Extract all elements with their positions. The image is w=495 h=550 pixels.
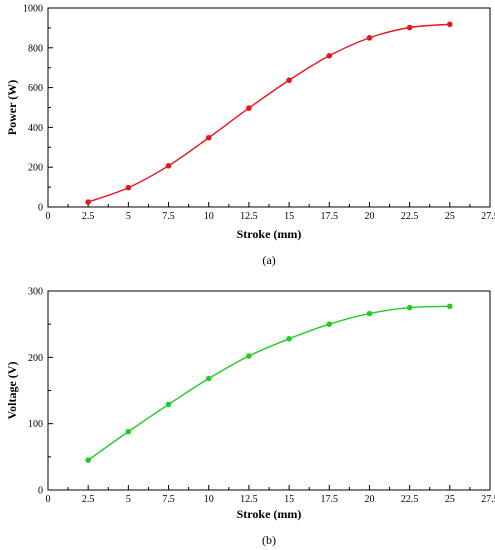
data-point bbox=[326, 321, 333, 327]
x-tick-label: 2.5 bbox=[82, 494, 95, 505]
series-line bbox=[87, 305, 450, 461]
y-tick-label: 0 bbox=[38, 203, 43, 214]
data-point bbox=[205, 375, 212, 382]
data-point bbox=[246, 105, 252, 111]
y-tick-label: 300 bbox=[28, 287, 43, 298]
voltage-chart: 0 2.5 5 7.5 10 12.5 15 17.5 20 22.5 25 27.5 0 100 200 3… bbox=[5, 287, 495, 548]
data-point bbox=[286, 77, 292, 84]
data-point bbox=[85, 457, 91, 463]
x-tick-label: 12.5 bbox=[240, 494, 258, 505]
data-point bbox=[286, 335, 292, 342]
figure-caption: (a) bbox=[262, 253, 275, 267]
plot-frame bbox=[47, 7, 491, 208]
y-tick-label: 1000 bbox=[23, 4, 43, 15]
y-tick-label: 0 bbox=[38, 486, 43, 497]
data-point bbox=[85, 199, 91, 205]
x-tick-label: 20 bbox=[364, 211, 374, 222]
x-tick-label: 0 bbox=[46, 494, 51, 505]
x-tick-label: 17.5 bbox=[321, 211, 339, 222]
y-tick-label: 200 bbox=[28, 163, 43, 174]
data-point bbox=[125, 428, 132, 435]
y-tick-label: 100 bbox=[28, 419, 43, 430]
data-point bbox=[205, 134, 212, 141]
figure-caption: (b) bbox=[262, 533, 276, 547]
data-point bbox=[165, 163, 172, 169]
y-axis-label: Power (W) bbox=[5, 80, 19, 135]
y-tick-label: 200 bbox=[28, 353, 43, 364]
x-tick-label: 27.5 bbox=[481, 211, 495, 222]
x-tick-label: 5 bbox=[126, 211, 131, 222]
x-tick-label: 20 bbox=[364, 494, 374, 505]
plot-frame bbox=[47, 290, 491, 491]
data-point bbox=[447, 21, 453, 28]
y-axis-label: Voltage (V) bbox=[5, 362, 19, 420]
x-tick-label: 27.5 bbox=[481, 494, 495, 505]
x-axis-label: Stroke (mm) bbox=[237, 507, 302, 521]
x-tick-label: 22.5 bbox=[401, 211, 419, 222]
x-tick-label: 10 bbox=[204, 494, 214, 505]
x-tick-label: 2.5 bbox=[82, 211, 95, 222]
data-point bbox=[165, 401, 172, 408]
x-tick-label: 22.5 bbox=[401, 494, 419, 505]
x-tick-label: 17.5 bbox=[321, 494, 339, 505]
x-tick-label: 25 bbox=[445, 494, 455, 505]
data-point bbox=[366, 310, 373, 317]
x-tick-label: 25 bbox=[445, 211, 455, 222]
data-point bbox=[406, 304, 413, 311]
x-tick-label: 7.5 bbox=[162, 211, 175, 222]
y-tick-label: 600 bbox=[28, 83, 43, 94]
data-point bbox=[447, 303, 453, 310]
data-point bbox=[125, 184, 132, 191]
x-tick-label: 10 bbox=[204, 211, 214, 222]
x-axis-label: Stroke (mm) bbox=[237, 227, 302, 241]
y-tick-label: 800 bbox=[28, 43, 43, 54]
data-point bbox=[326, 52, 333, 59]
data-point bbox=[246, 353, 252, 359]
x-tick-label: 12.5 bbox=[240, 211, 258, 222]
x-tick-label: 15 bbox=[284, 494, 294, 505]
y-tick-label: 400 bbox=[28, 123, 43, 134]
data-point bbox=[366, 35, 373, 41]
data-point bbox=[406, 24, 413, 31]
x-tick-label: 5 bbox=[126, 494, 131, 505]
series-line bbox=[87, 23, 450, 203]
x-tick-label: 7.5 bbox=[162, 494, 175, 505]
x-tick-label: 15 bbox=[284, 211, 294, 222]
x-tick-label: 0 bbox=[46, 211, 51, 222]
power-chart: 0 2.5 5 7.5 10 12.5 15 17.5 20 22.5 25 27.5 0 200 400 6… bbox=[5, 4, 495, 268]
